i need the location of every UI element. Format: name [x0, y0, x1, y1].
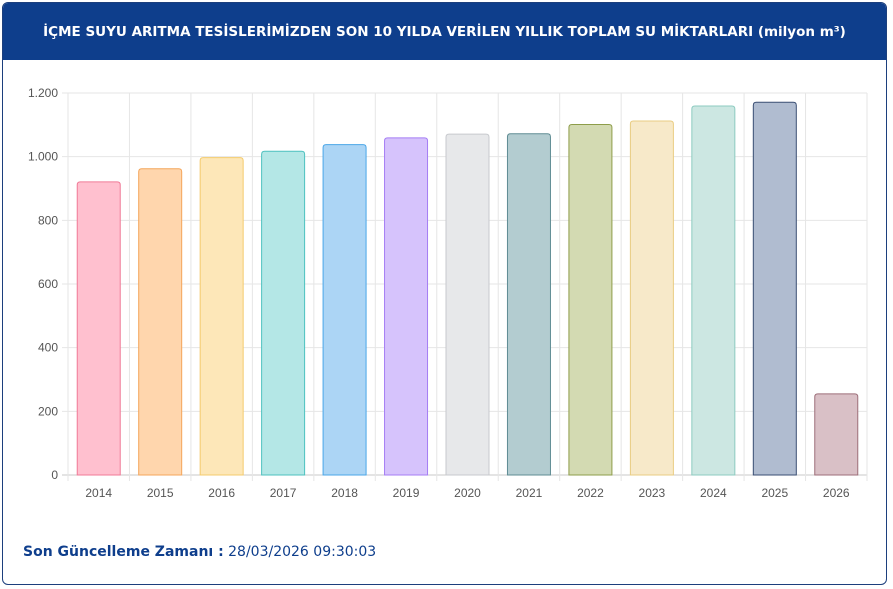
x-tick-label: 2024 [700, 486, 727, 500]
bar-chart: 0 200 400 600 800 1.000 1.200 2014 2015 2016 2017 2… [28, 86, 868, 500]
x-tick-label: 2018 [331, 486, 358, 500]
bar [629, 120, 674, 476]
y-tick-label: 400 [38, 341, 58, 355]
x-tick-label: 2015 [147, 486, 174, 500]
chart-area: 0 200 400 600 800 1.000 1.200 2014 2015 2016 2017 2… [3, 60, 886, 510]
y-tick-label: 0 [51, 468, 58, 482]
x-tick-label: 2016 [208, 486, 235, 500]
x-tick-label: 2026 [823, 486, 850, 500]
x-tick-label: 2021 [516, 486, 543, 500]
x-tick-label: 2023 [639, 486, 666, 500]
last-update-value: 28/03/2026 09:30:03 [228, 544, 377, 560]
y-tick-label: 800 [38, 213, 58, 227]
bar [384, 137, 429, 476]
chart-header: İÇME SUYU ARITMA TESİSLERİMİZDEN SON 10 … [3, 3, 886, 60]
x-tick-label: 2022 [577, 486, 604, 500]
x-tick-label: 2025 [761, 486, 788, 500]
bar [261, 150, 306, 476]
x-tick-label: 2017 [270, 486, 297, 500]
y-tick-label: 1.000 [28, 150, 58, 164]
bar [138, 168, 183, 476]
bar [691, 105, 736, 476]
bar [506, 133, 551, 476]
y-tick-label: 200 [38, 404, 58, 418]
x-tick-label: 2019 [393, 486, 420, 500]
bar [199, 157, 244, 476]
x-tick-label: 2014 [85, 486, 112, 500]
bar [322, 144, 367, 476]
x-tick-label: 2020 [454, 486, 481, 500]
y-tick-label: 600 [38, 277, 58, 291]
bar [445, 133, 490, 476]
y-tick-label: 1.200 [28, 86, 58, 100]
last-update-label: Son Güncelleme Zamanı : [23, 544, 224, 560]
bar [814, 393, 859, 476]
bar [568, 124, 613, 476]
bar [76, 181, 121, 476]
last-update: Son Güncelleme Zamanı : 28/03/2026 09:30… [23, 544, 376, 560]
chart-title: İÇME SUYU ARITMA TESİSLERİMİZDEN SON 10 … [43, 23, 846, 40]
bar [752, 101, 797, 476]
